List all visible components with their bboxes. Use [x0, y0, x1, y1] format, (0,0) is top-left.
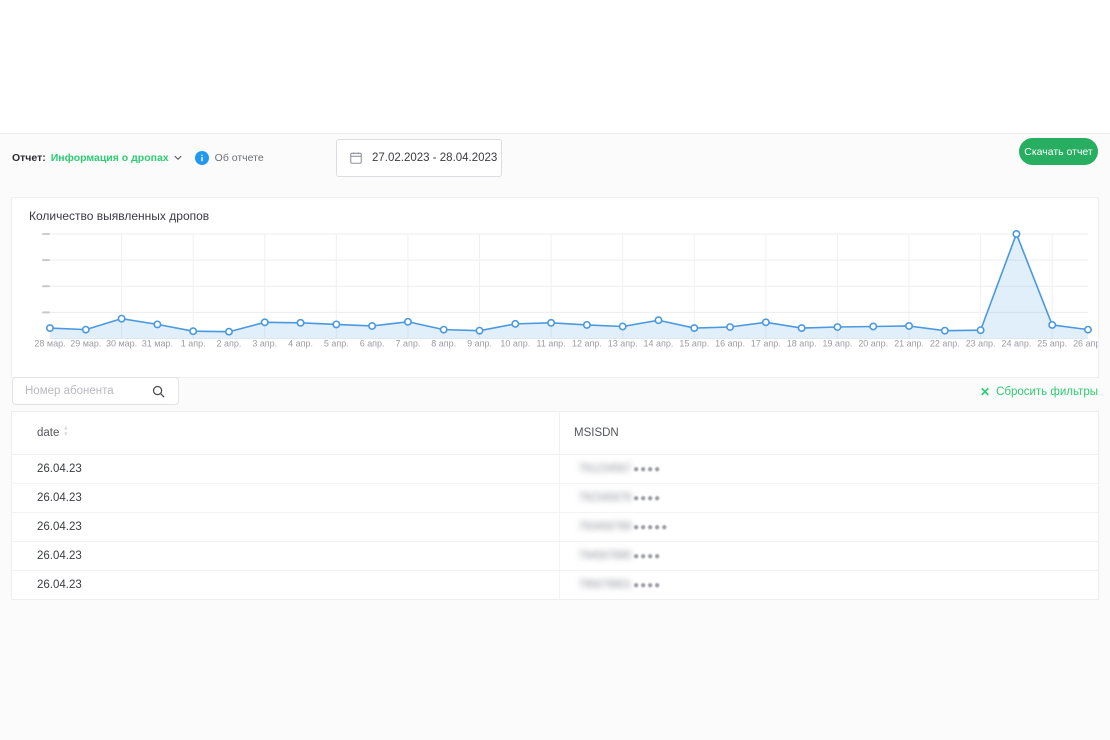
- svg-text:24 апр.: 24 апр.: [1001, 338, 1031, 348]
- svg-text:25 апр.: 25 апр.: [1037, 338, 1067, 348]
- svg-text:28 мар.: 28 мар.: [34, 338, 65, 348]
- svg-text:29 мар.: 29 мар.: [70, 338, 101, 348]
- svg-text:16 апр.: 16 апр.: [715, 338, 745, 348]
- svg-text:12 апр.: 12 апр.: [572, 338, 602, 348]
- svg-text:7 апр.: 7 апр.: [396, 338, 421, 348]
- svg-text:8 апр.: 8 апр.: [431, 338, 456, 348]
- svg-text:26 апр.: 26 апр.: [1073, 338, 1098, 348]
- svg-text:21 апр.: 21 апр.: [894, 338, 924, 348]
- svg-text:30 мар.: 30 мар.: [106, 338, 137, 348]
- svg-text:1 апр.: 1 апр.: [181, 338, 206, 348]
- svg-text:4 апр.: 4 апр.: [288, 338, 313, 348]
- svg-text:22 апр.: 22 апр.: [930, 338, 960, 348]
- svg-text:14 апр.: 14 апр.: [644, 338, 674, 348]
- svg-text:10 апр.: 10 апр.: [500, 338, 530, 348]
- svg-text:11 апр.: 11 апр.: [537, 338, 566, 348]
- svg-text:15 апр.: 15 апр.: [679, 338, 709, 348]
- svg-text:9 апр.: 9 апр.: [467, 338, 492, 348]
- svg-text:5 апр.: 5 апр.: [324, 338, 349, 348]
- svg-text:20 апр.: 20 апр.: [858, 338, 888, 348]
- svg-text:17 апр.: 17 апр.: [751, 338, 781, 348]
- svg-text:18 апр.: 18 апр.: [787, 338, 817, 348]
- svg-text:19 апр.: 19 апр.: [823, 338, 853, 348]
- svg-text:3 апр.: 3 апр.: [252, 338, 277, 348]
- svg-text:13 апр.: 13 апр.: [608, 338, 638, 348]
- svg-text:23 апр.: 23 апр.: [966, 338, 996, 348]
- svg-text:31 мар.: 31 мар.: [142, 338, 173, 348]
- svg-text:6 апр.: 6 апр.: [360, 338, 385, 348]
- svg-text:2 апр.: 2 апр.: [217, 338, 242, 348]
